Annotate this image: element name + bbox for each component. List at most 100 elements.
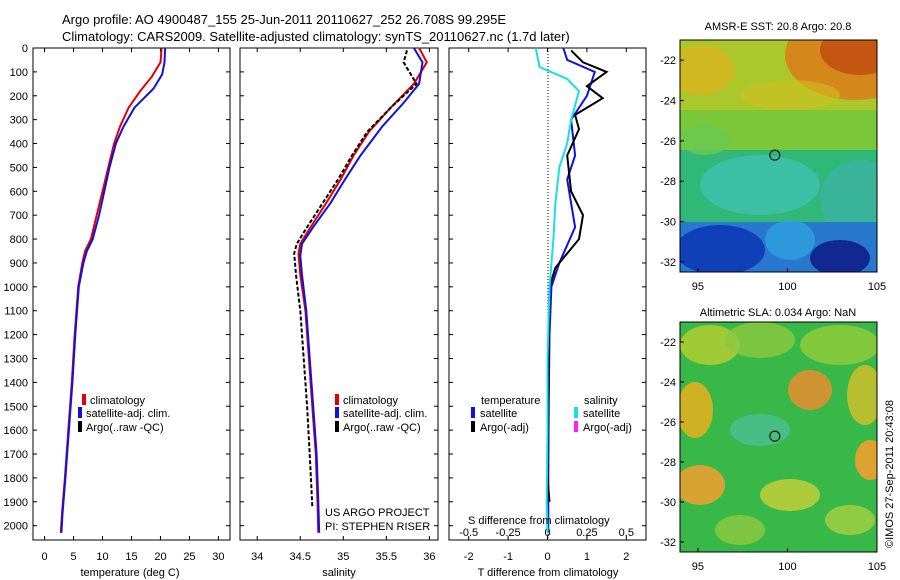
map-x-tick-label: 95 [692,561,704,573]
difference-ticks: -2 -0.5 -1 -0.25 0 0 1 0.25 2 0.5 [449,47,646,563]
difference-legend: temperature salinity satellite Argo(-adj… [471,395,632,434]
x-tick-label: 30 [212,551,224,563]
depth-tick-label: 1100 [4,306,28,318]
x-tick-label: 10 [96,551,108,563]
depth-tick-label: 400 [10,139,28,151]
sla-map-ticks: 95 100 105 -22 -24 -26 -28 -30 -32 [660,337,886,573]
map-y-tick-label: -28 [660,457,676,469]
map-y-tick-label: -26 [660,417,676,429]
legend-s-argo: Argo(-adj) [583,422,632,434]
depth-tick-label: 300 [10,115,28,127]
map-x-tick-label: 100 [778,281,796,293]
legend-swatch-s-satellite [574,407,578,418]
x-tick-label-salinity: 0.25 [576,527,597,539]
map-y-tick-label: -30 [660,217,676,229]
legend-argo: Argo(..raw -QC) [343,422,421,434]
legend-climatology: climatology [90,395,146,407]
sla-map: Altimetric SLA: 0.034 Argo: NaN 95 100 105… [660,307,886,573]
sst-map: AMSR-E SST: 20.8 Argo: 20.8 95 100 105 -22 -… [660,21,886,293]
temperature-panel: 0100200300400500600700800900100011001200… [4,43,231,579]
credit-stamp: ©IMOS 27-Sep-2011 20:43:08 [884,400,896,548]
sst-field [680,40,877,272]
legend-header-temperature: temperature [481,395,540,407]
x-tick-label: 34 [251,551,263,563]
sst-map-ticks: 95 100 105 -22 -24 -26 -28 -30 -32 [660,55,886,293]
x-tick-label-salinity: -0.5 [459,527,478,539]
depth-tick-label: 800 [10,234,28,246]
profile-line-satellite-adj-clim- [299,47,424,533]
depth-tick-label: 500 [10,162,28,174]
temperature-profiles [59,47,167,533]
map-y-tick-label: -28 [660,176,676,188]
map-y-tick-label: -24 [660,96,676,108]
legend-t-satellite: satellite [480,408,517,420]
sla-map-frame [679,321,878,553]
salinity-legend: climatology satellite-adj. clim. Argo(..… [335,394,427,434]
legend-swatch-t-argo [471,421,475,432]
x-tick-label: 0 [42,551,48,563]
depth-tick-label: 200 [10,91,28,103]
legend-swatch-t-satellite [471,407,475,418]
project-annotation-2: PI: STEPHEN RISER [325,521,430,533]
float-location-marker [769,149,781,161]
difference-profiles [534,47,609,533]
float-location-marker [769,430,781,442]
x-tick-label: 15 [125,551,137,563]
depth-tick-label: 1700 [4,449,28,461]
depth-tick-label: 1500 [4,401,28,413]
map-x-tick-label: 105 [868,281,886,293]
temperature-xlabel: temperature (deg C) [80,567,179,579]
temperature-axes-frame [32,47,231,541]
difference-panel: -2 -0.5 -1 -0.25 0 0 1 0.25 2 0.5 T difference fr… [448,47,647,579]
map-x-tick-label: 105 [868,561,886,573]
depth-tick-label: 1900 [4,497,28,509]
legend-swatch-argo [78,421,82,432]
legend-swatch-satellite [335,407,339,418]
depth-tick-label: 0 [22,43,28,55]
legend-t-argo: Argo(-adj) [480,422,529,434]
x-tick-label-salinity: 0.5 [619,527,634,539]
depth-tick-label: 600 [10,186,28,198]
depth-tick-label: 700 [10,210,28,222]
depth-tick-label: 1000 [4,282,28,294]
profile-line-satellite-adj-clim- [60,47,167,533]
depth-ticks: 0 100 200 300 400 500 600 700 800 900 1000 1100 1200… [4,43,28,533]
s-difference-xlabel: S difference from climatology [468,515,610,527]
x-tick-label: 1 [584,551,590,563]
t-difference-xlabel: T difference from climatology [478,567,619,579]
legend-swatch-climatology [335,394,339,405]
temperature-legend: climatology satellite-adj. clim. Argo(..… [78,394,170,434]
map-y-tick-label: -22 [660,55,676,67]
sst-map-frame [679,39,878,273]
depth-tick-label: 1200 [4,330,28,342]
header-line-2: Climatology: CARS2009. Satellite-adjuste… [62,29,570,44]
legend-satellite-adj: satellite-adj. clim. [86,408,170,420]
map-y-tick-label: -32 [660,257,676,269]
x-tick-label: 25 [183,551,195,563]
x-tick-label: 35.5 [376,551,397,563]
x-tick-label: -1 [503,551,513,563]
depth-tick-label: 2000 [4,521,28,533]
profile-line-satellite [534,47,581,533]
map-y-tick-label: -30 [660,497,676,509]
salinity-profiles [293,47,428,533]
depth-tick-label: 1400 [4,377,28,389]
depth-tick-label: 1300 [4,353,28,365]
depth-tick-label: 100 [10,67,28,79]
salinity-ticks: 34 34.5 35 35.5 36 [240,47,438,563]
x-tick-label: 20 [154,551,166,563]
depth-tick-label: 1600 [4,425,28,437]
depth-tick-label: 900 [10,258,28,270]
legend-swatch-argo [335,421,339,432]
x-tick-label: 35 [337,551,349,563]
legend-swatch-climatology [82,394,86,405]
salinity-panel: 34 34.5 35 35.5 36 salinity climatology sate… [239,47,439,579]
x-tick-label-salinity: -0.25 [496,527,521,539]
sla-field [680,322,877,552]
sst-map-title: AMSR-E SST: 20.8 Argo: 20.8 [705,21,852,33]
legend-s-satellite: satellite [583,408,620,420]
map-y-tick-label: -26 [660,136,676,148]
x-tick-label: 36 [423,551,435,563]
legend-satellite-adj: satellite-adj. clim. [343,408,427,420]
